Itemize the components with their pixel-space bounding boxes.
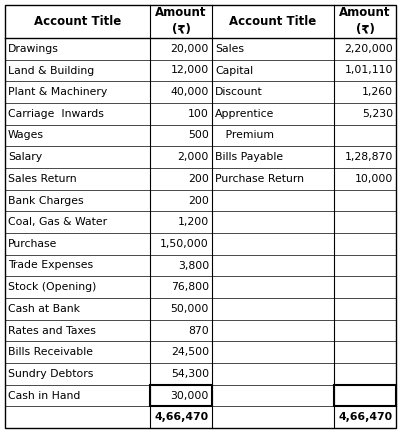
Text: 5,230: 5,230 [362,109,393,119]
Text: Capital: Capital [215,65,253,75]
Text: 3,800: 3,800 [178,260,209,270]
Text: 10,000: 10,000 [354,174,393,184]
Text: Apprentice: Apprentice [215,109,274,119]
Bar [334,385,396,406]
Text: 1,260: 1,260 [362,87,393,97]
Text: Wages: Wages [8,130,44,140]
Text: Bills Payable: Bills Payable [215,152,283,162]
Text: Account Title: Account Title [34,15,121,28]
Text: 50,000: 50,000 [170,304,209,314]
Text: 12,000: 12,000 [171,65,209,75]
Text: Cash at Bank: Cash at Bank [8,304,80,314]
Text: Bank Charges: Bank Charges [8,195,84,205]
Text: 2,20,000: 2,20,000 [344,44,393,54]
Text: Sales: Sales [215,44,244,54]
Text: Drawings: Drawings [8,44,59,54]
Text: Stock (Opening): Stock (Opening) [8,282,96,292]
Text: Sales Return: Sales Return [8,174,77,184]
Text: 54,300: 54,300 [171,369,209,379]
Text: 24,500: 24,500 [171,347,209,357]
Text: 500: 500 [188,130,209,140]
Text: Salary: Salary [8,152,42,162]
Text: Account Title: Account Title [229,15,317,28]
Text: Premium: Premium [215,130,274,140]
Text: Discount: Discount [215,87,263,97]
Text: Sundry Debtors: Sundry Debtors [8,369,93,379]
Text: Amount
(₹): Amount (₹) [155,7,207,37]
Text: 100: 100 [188,109,209,119]
Text: 4,66,470: 4,66,470 [339,412,393,422]
Text: Purchase Return: Purchase Return [215,174,304,184]
Text: Bills Receivable: Bills Receivable [8,347,93,357]
Text: 76,800: 76,800 [171,282,209,292]
Text: Carriage  Inwards: Carriage Inwards [8,109,104,119]
Text: Plant & Machinery: Plant & Machinery [8,87,107,97]
Text: 870: 870 [188,326,209,335]
Text: Cash in Hand: Cash in Hand [8,391,80,401]
Text: 200: 200 [188,174,209,184]
Text: 30,000: 30,000 [170,391,209,401]
Text: 200: 200 [188,195,209,205]
Text: 4,66,470: 4,66,470 [155,412,209,422]
Text: 20,000: 20,000 [170,44,209,54]
Text: 1,01,110: 1,01,110 [344,65,393,75]
Text: 1,50,000: 1,50,000 [160,239,209,249]
Text: 40,000: 40,000 [170,87,209,97]
Text: Amount
(₹): Amount (₹) [339,7,391,37]
Text: Trade Expenses: Trade Expenses [8,260,93,270]
Text: 1,200: 1,200 [178,217,209,227]
Text: Coal, Gas & Water: Coal, Gas & Water [8,217,107,227]
Text: Rates and Taxes: Rates and Taxes [8,326,96,335]
Text: 1,28,870: 1,28,870 [344,152,393,162]
Text: Purchase: Purchase [8,239,57,249]
Text: 2,000: 2,000 [178,152,209,162]
Text: Land & Building: Land & Building [8,65,94,75]
Bar [150,385,212,406]
